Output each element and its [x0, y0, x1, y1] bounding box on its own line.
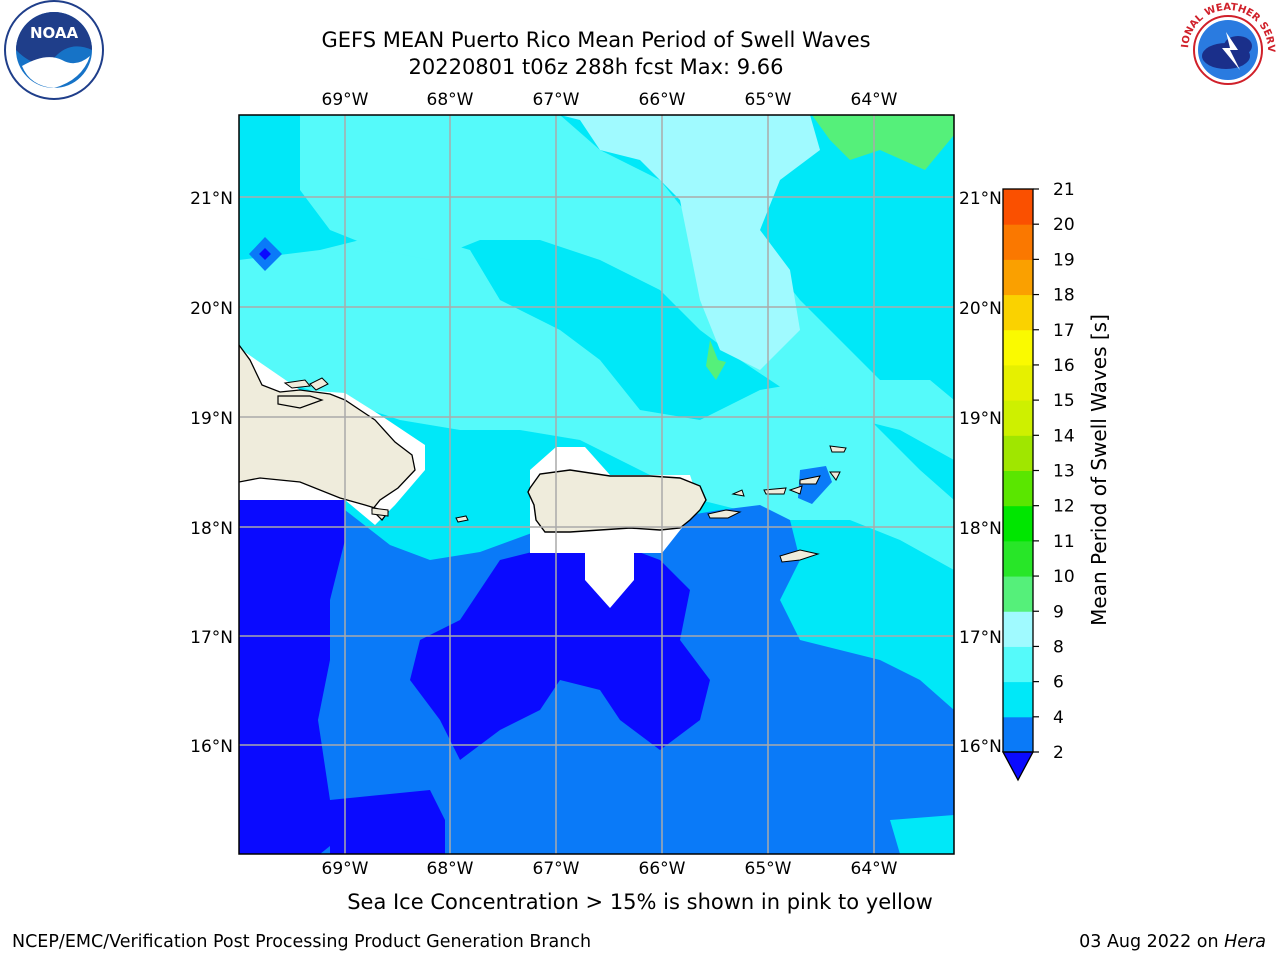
- lat-label: 21°N: [190, 189, 233, 209]
- colorbar-tick-label: 13: [1053, 462, 1075, 482]
- colorbar-segment: [1003, 505, 1033, 542]
- colorbar-label: Mean Period of Swell Waves [s]: [1087, 314, 1111, 626]
- noaa-logo: NOAA: [4, 0, 104, 100]
- map-subtitle: 20220801 t06z 288h fcst Max: 9.66: [408, 55, 784, 79]
- colorbar-segment: [1003, 470, 1033, 507]
- colorbar-extend-min: [1001, 751, 1035, 782]
- colorbar-segment: [1003, 224, 1033, 260]
- lon-label: 65°W: [745, 859, 792, 879]
- gridlines: [239, 115, 954, 854]
- lon-label: 65°W: [745, 90, 792, 110]
- svg-text:NOAA: NOAA: [30, 24, 79, 42]
- colorbar-tick-label: 12: [1053, 497, 1075, 517]
- lat-label: 19°N: [190, 409, 233, 429]
- lon-label: 64°W: [851, 90, 898, 110]
- colorbar: 2 4 6 8 9 10 11 12 13 14 15 16 17 18 19 20 21: [1001, 180, 1075, 782]
- lon-label: 69°W: [322, 90, 369, 110]
- lat-label: 18°N: [190, 519, 233, 539]
- lon-label: 66°W: [639, 90, 686, 110]
- colorbar-tick-label: 19: [1053, 250, 1075, 270]
- colorbar-segment: [1003, 259, 1033, 296]
- colorbar-segment: [1003, 364, 1033, 401]
- colorbar-tick-label: 11: [1053, 532, 1075, 552]
- lat-label: 18°N: [959, 519, 1002, 539]
- colorbar-tick-label: 4: [1053, 708, 1064, 728]
- colorbar-tick-label: 8: [1053, 637, 1064, 657]
- colorbar-tick-label: 6: [1053, 673, 1064, 693]
- lat-label: 20°N: [959, 299, 1002, 319]
- lon-label: 68°W: [427, 90, 474, 110]
- lat-label: 21°N: [959, 189, 1002, 209]
- lon-label: 66°W: [639, 859, 686, 879]
- map-frame: [238, 114, 955, 855]
- colorbar-segment: [1003, 611, 1033, 647]
- lon-label: 67°W: [533, 90, 580, 110]
- lat-label: 16°N: [959, 737, 1002, 757]
- colorbar-segment: [1003, 540, 1033, 577]
- lat-label: 16°N: [190, 737, 233, 757]
- national-weather-service-logo: NATIONAL WEATHER SERVICE: [1178, 0, 1276, 98]
- colorbar-tick-label: 15: [1053, 391, 1075, 411]
- colorbar-segment: [1003, 716, 1033, 753]
- colorbar-tick-label: 16: [1053, 356, 1075, 376]
- colorbar-tick-label: 17: [1053, 321, 1075, 341]
- colorbar-segment: [1003, 681, 1033, 718]
- lat-labels-left: 21°N 20°N 19°N 18°N 17°N 16°N: [190, 189, 233, 757]
- swell-period-field: [239, 115, 954, 854]
- colorbar-segment: [1003, 329, 1033, 366]
- colorbar-segment: [1003, 294, 1033, 331]
- colorbar-segment: [1003, 576, 1033, 612]
- lon-label: 67°W: [533, 859, 580, 879]
- lon-label: 68°W: [427, 859, 474, 879]
- colorbar-tick-label: 21: [1053, 180, 1075, 200]
- lat-label: 17°N: [959, 628, 1002, 648]
- colorbar-tick-label: 20: [1053, 215, 1075, 235]
- colorbar-tick-label: 9: [1053, 602, 1064, 622]
- colorbar-segment: [1003, 189, 1033, 225]
- lon-labels-top: 69°W 68°W 67°W 66°W 65°W 64°W: [322, 90, 898, 110]
- colorbar-segment: [1003, 400, 1033, 436]
- lat-label: 17°N: [190, 628, 233, 648]
- lon-label: 64°W: [851, 859, 898, 879]
- footer-date: 03 Aug 2022 on Hera: [1079, 932, 1266, 952]
- lon-labels-bottom: 69°W 68°W 67°W 66°W 65°W 64°W: [322, 859, 898, 879]
- lat-label: 20°N: [190, 299, 233, 319]
- colorbar-tick-label: 14: [1053, 426, 1075, 446]
- lat-labels-right: 21°N 20°N 19°N 18°N 17°N 16°N: [959, 189, 1002, 757]
- map-title: GEFS MEAN Puerto Rico Mean Period of Swe…: [321, 28, 871, 52]
- sea-ice-caption: Sea Ice Concentration > 15% is shown in …: [347, 890, 933, 914]
- colorbar-tick-label: 2: [1053, 743, 1064, 763]
- colorbar-tick-label: 18: [1053, 286, 1075, 306]
- footer-date-text: 03 Aug 2022 on: [1079, 932, 1225, 952]
- footer-credit: NCEP/EMC/Verification Post Processing Pr…: [12, 932, 592, 952]
- colorbar-segment: [1003, 646, 1033, 683]
- lon-label: 69°W: [322, 859, 369, 879]
- footer-host: Hera: [1224, 932, 1266, 952]
- colorbar-segment: [1003, 435, 1033, 471]
- colorbar-tick-label: 10: [1053, 567, 1075, 587]
- lat-label: 19°N: [959, 409, 1002, 429]
